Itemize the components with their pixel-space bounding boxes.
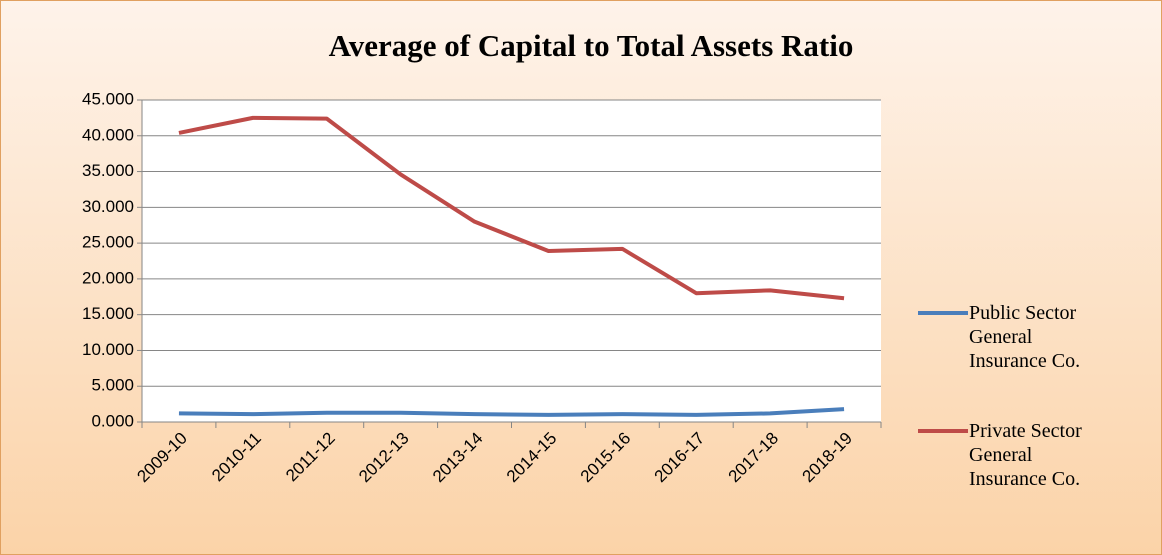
x-tick-label: 2010-11 [208,429,265,486]
series-line [178,407,845,417]
y-tick-label: 35.000 [82,161,134,180]
y-tick-label: 0.000 [91,411,134,430]
legend-label: Private Sector General Insurance Co. [969,420,1082,490]
x-tick-label: 2018-19 [798,429,856,487]
y-tick-label: 45.000 [82,89,134,108]
y-tick-label: 10.000 [82,340,134,359]
x-tick-label: 2016-17 [651,429,709,487]
series-line [178,115,845,301]
y-tick-label: 15.000 [82,304,134,323]
y-tick-label: 5.000 [91,376,134,395]
x-tick-label: 2009-10 [133,429,191,487]
y-tick-label: 25.000 [82,233,134,252]
y-tick-label: 20.000 [82,268,134,287]
chart-title: Average of Capital to Total Assets Ratio [329,28,854,63]
y-tick-label: 30.000 [82,197,134,216]
x-tick-label: 2014-15 [503,429,561,487]
x-tick-label: 2015-16 [577,429,635,487]
x-tick-label: 2017-18 [725,429,783,487]
x-tick-label: 2011-12 [282,429,339,486]
y-tick-label: 40.000 [82,125,134,144]
x-tick-label: 2013-14 [429,429,487,487]
plot-area [142,100,881,422]
x-tick-label: 2012-13 [355,429,413,487]
legend-label: Public Sector General Insurance Co. [969,302,1081,372]
